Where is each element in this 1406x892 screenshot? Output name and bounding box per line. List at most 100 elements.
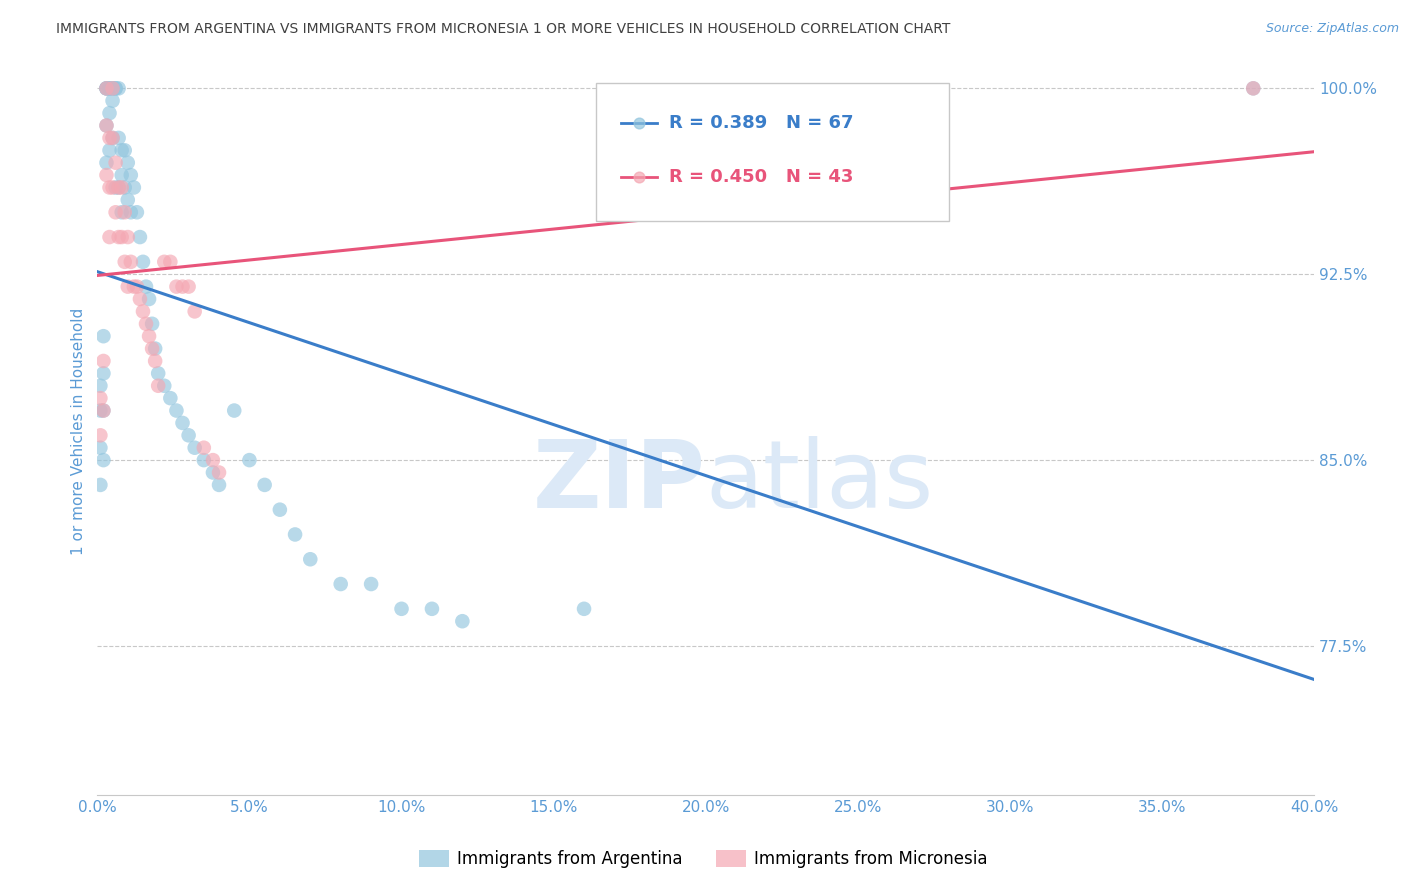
Y-axis label: 1 or more Vehicles in Household: 1 or more Vehicles in Household bbox=[72, 308, 86, 555]
Point bbox=[104, 155, 127, 169]
Point bbox=[329, 577, 352, 591]
Point bbox=[138, 329, 160, 343]
Point bbox=[201, 453, 224, 467]
Point bbox=[172, 279, 194, 293]
Point bbox=[114, 180, 136, 194]
Legend: Immigrants from Argentina, Immigrants from Micronesia: Immigrants from Argentina, Immigrants fr… bbox=[412, 843, 994, 875]
Point bbox=[101, 81, 124, 95]
Point bbox=[89, 441, 111, 455]
Point bbox=[111, 180, 134, 194]
Point bbox=[451, 614, 474, 628]
Point bbox=[177, 279, 200, 293]
Point bbox=[172, 416, 194, 430]
Point bbox=[117, 193, 139, 207]
Point bbox=[135, 279, 157, 293]
Point bbox=[93, 403, 115, 417]
Point bbox=[135, 317, 157, 331]
Point bbox=[96, 81, 118, 95]
Point bbox=[93, 403, 115, 417]
Point bbox=[111, 230, 134, 244]
Point bbox=[98, 81, 121, 95]
Point bbox=[208, 478, 231, 492]
Point bbox=[96, 119, 118, 133]
Point bbox=[238, 453, 260, 467]
Point bbox=[107, 81, 129, 95]
Point bbox=[299, 552, 322, 566]
Point bbox=[89, 378, 111, 392]
Point bbox=[120, 205, 142, 219]
Point bbox=[141, 317, 163, 331]
Point bbox=[420, 602, 443, 616]
Point bbox=[111, 144, 134, 158]
Point bbox=[107, 131, 129, 145]
Point bbox=[98, 144, 121, 158]
Point bbox=[183, 441, 205, 455]
Point bbox=[143, 342, 166, 356]
Point bbox=[93, 329, 115, 343]
Point bbox=[111, 205, 134, 219]
Point bbox=[98, 180, 121, 194]
Point bbox=[360, 577, 382, 591]
Point bbox=[114, 144, 136, 158]
Point bbox=[98, 106, 121, 120]
Point bbox=[93, 354, 115, 368]
Point bbox=[96, 119, 118, 133]
Point bbox=[1241, 81, 1264, 95]
Point bbox=[89, 478, 111, 492]
Point bbox=[391, 602, 413, 616]
Point bbox=[101, 81, 124, 95]
Point bbox=[96, 81, 118, 95]
Point bbox=[114, 255, 136, 269]
Point bbox=[117, 279, 139, 293]
Point bbox=[125, 205, 148, 219]
Point bbox=[101, 131, 124, 145]
Point bbox=[148, 378, 170, 392]
Point bbox=[208, 466, 231, 480]
Point bbox=[96, 81, 118, 95]
Point bbox=[193, 453, 215, 467]
Point bbox=[153, 378, 176, 392]
Text: ZIP: ZIP bbox=[533, 436, 706, 528]
Point bbox=[120, 255, 142, 269]
Point bbox=[98, 230, 121, 244]
Point bbox=[201, 466, 224, 480]
Point bbox=[96, 81, 118, 95]
Point bbox=[253, 478, 276, 492]
Text: IMMIGRANTS FROM ARGENTINA VS IMMIGRANTS FROM MICRONESIA 1 OR MORE VEHICLES IN HO: IMMIGRANTS FROM ARGENTINA VS IMMIGRANTS … bbox=[56, 22, 950, 37]
Point bbox=[107, 180, 129, 194]
Point bbox=[107, 180, 129, 194]
Point bbox=[104, 205, 127, 219]
Text: R = 0.389   N = 67: R = 0.389 N = 67 bbox=[669, 114, 853, 132]
Point bbox=[132, 304, 155, 318]
Point bbox=[101, 180, 124, 194]
Point bbox=[122, 180, 145, 194]
Point bbox=[104, 81, 127, 95]
Point bbox=[143, 354, 166, 368]
Point bbox=[1241, 81, 1264, 95]
Point bbox=[129, 230, 152, 244]
Point bbox=[114, 205, 136, 219]
Point bbox=[141, 342, 163, 356]
Point bbox=[111, 168, 134, 182]
Point bbox=[224, 403, 246, 417]
Point bbox=[153, 255, 176, 269]
Point bbox=[572, 602, 595, 616]
Point bbox=[96, 168, 118, 182]
FancyBboxPatch shape bbox=[596, 83, 949, 221]
Point bbox=[183, 304, 205, 318]
Point bbox=[193, 441, 215, 455]
Point bbox=[122, 279, 145, 293]
Point bbox=[120, 168, 142, 182]
Point bbox=[101, 94, 124, 108]
Point bbox=[96, 155, 118, 169]
Point bbox=[125, 279, 148, 293]
Point bbox=[165, 403, 187, 417]
Point bbox=[107, 230, 129, 244]
Point bbox=[165, 279, 187, 293]
Text: atlas: atlas bbox=[706, 436, 934, 528]
Point bbox=[132, 255, 155, 269]
Point bbox=[104, 180, 127, 194]
Point bbox=[269, 502, 291, 516]
Point bbox=[148, 367, 170, 381]
Point bbox=[284, 527, 307, 541]
